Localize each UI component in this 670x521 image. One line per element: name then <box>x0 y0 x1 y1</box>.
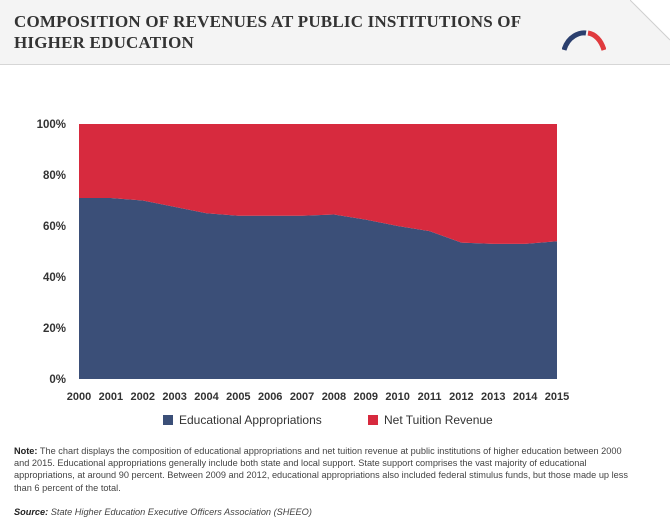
x-tick-label: 2008 <box>322 391 346 403</box>
header-bar: COMPOSITION OF REVENUES AT PUBLIC INSTIT… <box>0 0 670 65</box>
x-tick-label: 2002 <box>130 391 154 403</box>
x-tick-label: 2001 <box>99 391 123 403</box>
arc-logo-icon <box>562 30 606 51</box>
y-tick-label: 80% <box>43 170 66 182</box>
x-tick-label: 2014 <box>513 391 538 403</box>
chart-title: COMPOSITION OF REVENUES AT PUBLIC INSTIT… <box>14 12 521 52</box>
x-tick-label: 2010 <box>385 391 409 403</box>
x-tick-label: 2004 <box>194 391 219 403</box>
area-series-1 <box>79 124 557 244</box>
x-tick-label: 2015 <box>545 391 569 403</box>
legend-swatch-1 <box>368 415 378 425</box>
y-tick-label: 40% <box>43 272 66 284</box>
stacked-area-chart: 0% 20% 40% 60% 80% 100% 2000 2001 2002 2003 2004 20… <box>37 119 570 427</box>
x-tick-label: 2013 <box>481 391 505 403</box>
x-tick-label: 2003 <box>162 391 186 403</box>
y-tick-label: 0% <box>49 374 66 386</box>
x-tick-label: 2012 <box>449 391 473 403</box>
note-text: The chart displays the composition of ed… <box>14 446 628 493</box>
y-tick-label: 100% <box>37 119 66 131</box>
chart-note: Note: The chart displays the composition… <box>14 445 639 494</box>
x-tick-label: 2005 <box>226 391 250 403</box>
x-tick-label: 2007 <box>290 391 314 403</box>
area-series-0 <box>79 197 557 379</box>
legend-label-0: Educational Appropriations <box>179 413 322 427</box>
x-tick-label: 2009 <box>354 391 378 403</box>
note-label: Note: <box>14 446 38 456</box>
x-tick-label: 2006 <box>258 391 282 403</box>
y-tick-label: 20% <box>43 323 66 335</box>
y-tick-label: 60% <box>43 221 66 233</box>
x-tick-label: 2000 <box>67 391 91 403</box>
page-corner-fold <box>630 0 670 41</box>
source-text: State Higher Education Executive Officer… <box>48 507 312 517</box>
legend-label-1: Net Tuition Revenue <box>384 413 493 427</box>
chart-source: Source: State Higher Education Executive… <box>14 506 312 518</box>
legend-swatch-0 <box>163 415 173 425</box>
x-tick-label: 2011 <box>418 391 442 403</box>
source-label: Source: <box>14 507 49 517</box>
